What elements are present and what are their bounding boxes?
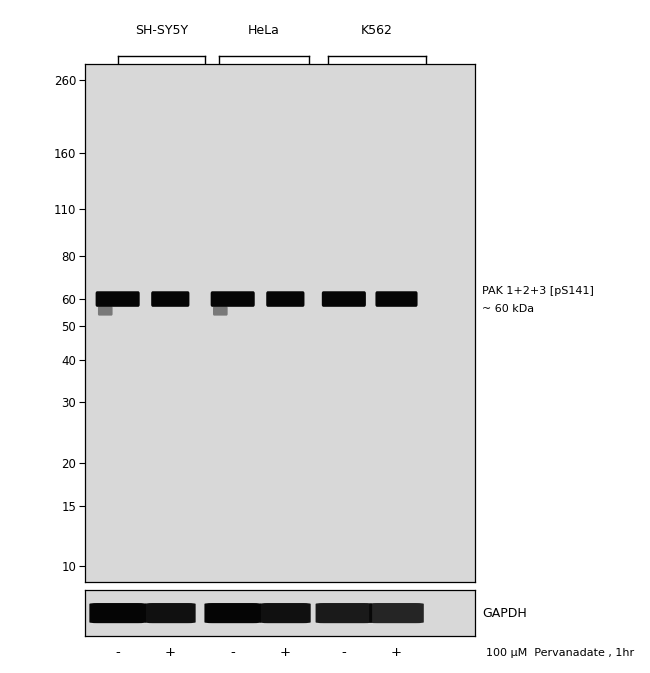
FancyBboxPatch shape	[266, 291, 304, 307]
FancyBboxPatch shape	[260, 603, 311, 623]
Text: -: -	[341, 646, 346, 660]
Text: K562: K562	[361, 24, 393, 37]
FancyBboxPatch shape	[90, 603, 146, 623]
Text: 100 μM  Pervanadate , 1hr: 100 μM Pervanadate , 1hr	[486, 648, 634, 658]
Text: +: +	[391, 646, 402, 660]
Text: ~ 60 kDa: ~ 60 kDa	[482, 304, 534, 314]
Text: PAK 1+2+3 [pS141]: PAK 1+2+3 [pS141]	[482, 286, 594, 296]
FancyBboxPatch shape	[211, 291, 255, 307]
FancyBboxPatch shape	[96, 291, 140, 307]
FancyBboxPatch shape	[316, 603, 372, 623]
FancyBboxPatch shape	[151, 291, 189, 307]
FancyBboxPatch shape	[376, 291, 417, 307]
FancyBboxPatch shape	[213, 306, 228, 316]
FancyBboxPatch shape	[98, 306, 112, 316]
Text: SH-SY5Y: SH-SY5Y	[135, 24, 188, 37]
Text: HeLa: HeLa	[248, 24, 280, 37]
FancyBboxPatch shape	[369, 603, 424, 623]
Text: -: -	[115, 646, 120, 660]
Text: -: -	[230, 646, 235, 660]
Text: +: +	[280, 646, 291, 660]
FancyBboxPatch shape	[204, 603, 261, 623]
Text: +: +	[165, 646, 176, 660]
FancyBboxPatch shape	[322, 291, 366, 307]
Text: GAPDH: GAPDH	[482, 606, 527, 620]
FancyBboxPatch shape	[145, 603, 196, 623]
